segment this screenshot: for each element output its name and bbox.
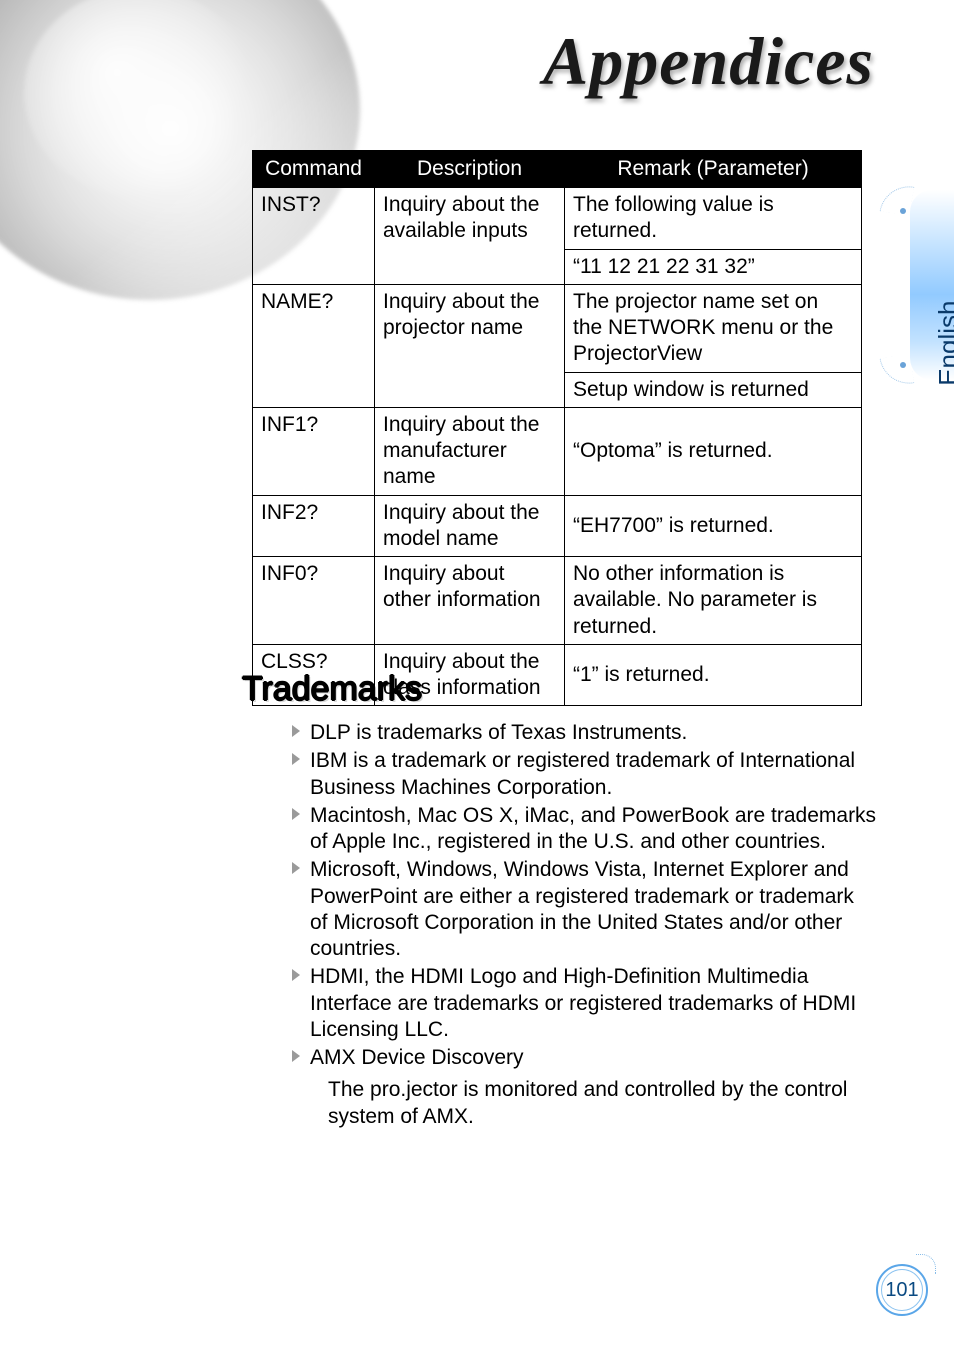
list-item-text: DLP is trademarks of Texas Instruments.: [310, 721, 687, 744]
tab-dot-icon: [900, 208, 906, 214]
command-table: Command Description Remark (Parameter) I…: [252, 150, 862, 706]
list-item-text: IBM is a trademark or registered tradema…: [310, 749, 855, 798]
col-remark: Remark (Parameter): [565, 151, 862, 188]
cell-remark: Setup window is returned: [565, 372, 862, 407]
bullet-arrow-icon: [292, 725, 300, 737]
cell-command: INF2?: [253, 495, 375, 557]
cell-description: Inquiry about the manufacturer name: [375, 407, 565, 495]
table-header-row: Command Description Remark (Parameter): [253, 151, 862, 188]
table-row: INF2? Inquiry about the model name “EH77…: [253, 495, 862, 557]
bullet-arrow-icon: [292, 753, 300, 765]
cell-remark: The following value is returned.: [565, 188, 862, 250]
cell-description: Inquiry about the projector name: [375, 284, 565, 407]
cell-remark: No other information is available. No pa…: [565, 557, 862, 645]
cell-remark: “1” is returned.: [565, 644, 862, 706]
table-row: NAME? Inquiry about the projector name T…: [253, 284, 862, 372]
cell-description: Inquiry about the model name: [375, 495, 565, 557]
cell-description: Inquiry about other information: [375, 557, 565, 645]
page-title: Appendices: [543, 22, 874, 101]
cell-remark: “EH7700” is returned.: [565, 495, 862, 557]
list-item-text: HDMI, the HDMI Logo and High-Definition …: [310, 965, 856, 1041]
trademarks-heading: Trademarks: [242, 670, 422, 709]
page-number: 101: [876, 1264, 928, 1316]
list-item: Macintosh, Mac OS X, iMac, and PowerBook…: [292, 803, 877, 856]
table-row: INF1? Inquiry about the manufacturer nam…: [253, 407, 862, 495]
bullet-arrow-icon: [292, 1050, 300, 1062]
bullet-arrow-icon: [292, 862, 300, 874]
cell-command: INST?: [253, 188, 375, 285]
list-item: HDMI, the HDMI Logo and High-Definition …: [292, 964, 877, 1043]
bullet-arrow-icon: [292, 808, 300, 820]
language-label: English: [933, 301, 954, 386]
list-item: IBM is a trademark or registered tradema…: [292, 748, 877, 801]
cell-command: NAME?: [253, 284, 375, 407]
cell-command: INF0?: [253, 557, 375, 645]
bullet-arrow-icon: [292, 969, 300, 981]
trademarks-list: DLP is trademarks of Texas Instruments. …: [292, 720, 877, 1132]
cell-description: Inquiry about the available inputs: [375, 188, 565, 285]
cell-remark: “11 12 21 22 31 32”: [565, 249, 862, 284]
col-command: Command: [253, 151, 375, 188]
table-row: INST? Inquiry about the available inputs…: [253, 188, 862, 250]
col-description: Description: [375, 151, 565, 188]
list-item-text: Microsoft, Windows, Windows Vista, Inter…: [310, 858, 854, 960]
list-item: DLP is trademarks of Texas Instruments.: [292, 720, 877, 746]
tab-arc-decoration: [880, 354, 915, 389]
list-item-continuation: The pro.jector is monitored and controll…: [310, 1077, 877, 1130]
page-number-badge: 101: [876, 1264, 928, 1316]
language-tab: English: [894, 190, 954, 380]
list-item-text: AMX Device Discovery: [310, 1046, 524, 1069]
cell-command: INF1?: [253, 407, 375, 495]
cell-remark: The projector name set on the NETWORK me…: [565, 284, 862, 372]
list-item: Microsoft, Windows, Windows Vista, Inter…: [292, 857, 877, 962]
table-row: INF0? Inquiry about other information No…: [253, 557, 862, 645]
list-item: AMX Device Discovery The pro.jector is m…: [292, 1045, 877, 1130]
cell-remark: “Optoma” is returned.: [565, 407, 862, 495]
list-item-text: Macintosh, Mac OS X, iMac, and PowerBook…: [310, 804, 876, 853]
